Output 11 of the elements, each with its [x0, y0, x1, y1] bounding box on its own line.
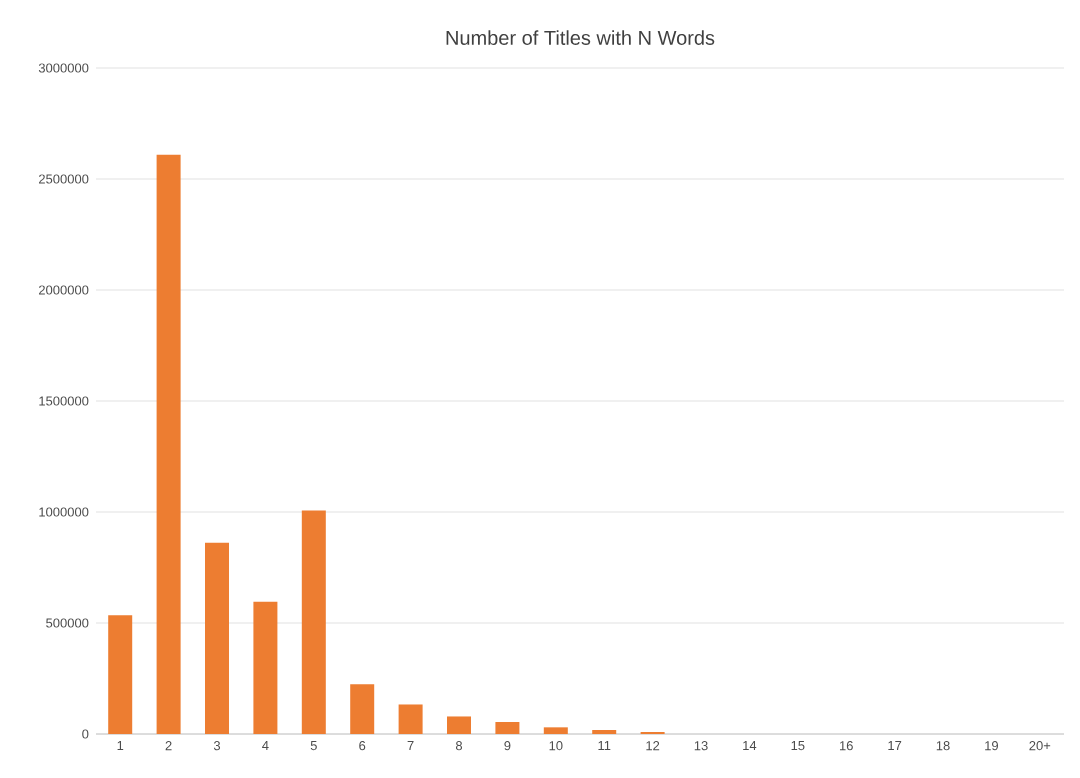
bar: [447, 716, 472, 734]
bar: [205, 542, 230, 734]
bar: [495, 722, 520, 734]
bar: [543, 727, 568, 734]
bar: [156, 154, 181, 734]
bar: [108, 615, 133, 734]
bar: [253, 601, 278, 734]
chart-title: Number of Titles with N Words: [446, 30, 715, 45]
bar: [301, 510, 326, 734]
bar: [350, 684, 375, 734]
bar: [398, 704, 423, 734]
